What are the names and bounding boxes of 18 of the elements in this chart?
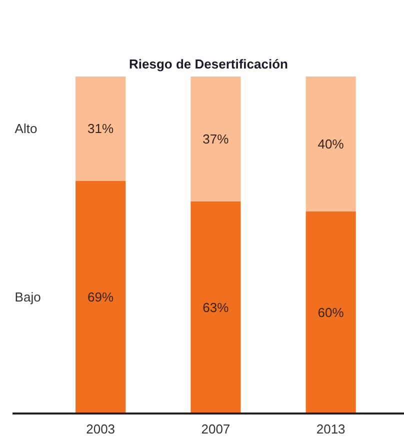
data-label: 37% <box>202 131 230 146</box>
bar <box>306 76 356 212</box>
x-tick-label: 2003 <box>86 422 116 436</box>
bar <box>190 201 241 414</box>
x-tick-label: 2007 <box>201 422 230 436</box>
chart-title: Riesgo de Desertificación <box>129 56 288 72</box>
data-label: 40% <box>318 136 344 152</box>
x-tick-label: 2013 <box>316 422 346 436</box>
bar <box>306 211 356 414</box>
data-label: 69% <box>88 290 114 305</box>
bar <box>76 180 126 414</box>
text: Bajo <box>14 290 41 305</box>
bar <box>190 76 241 202</box>
data-label: 63% <box>202 300 230 315</box>
text: Alto <box>14 121 38 136</box>
data-label: 31% <box>88 121 114 136</box>
data-label: 60% <box>318 304 344 320</box>
bar <box>76 76 126 181</box>
